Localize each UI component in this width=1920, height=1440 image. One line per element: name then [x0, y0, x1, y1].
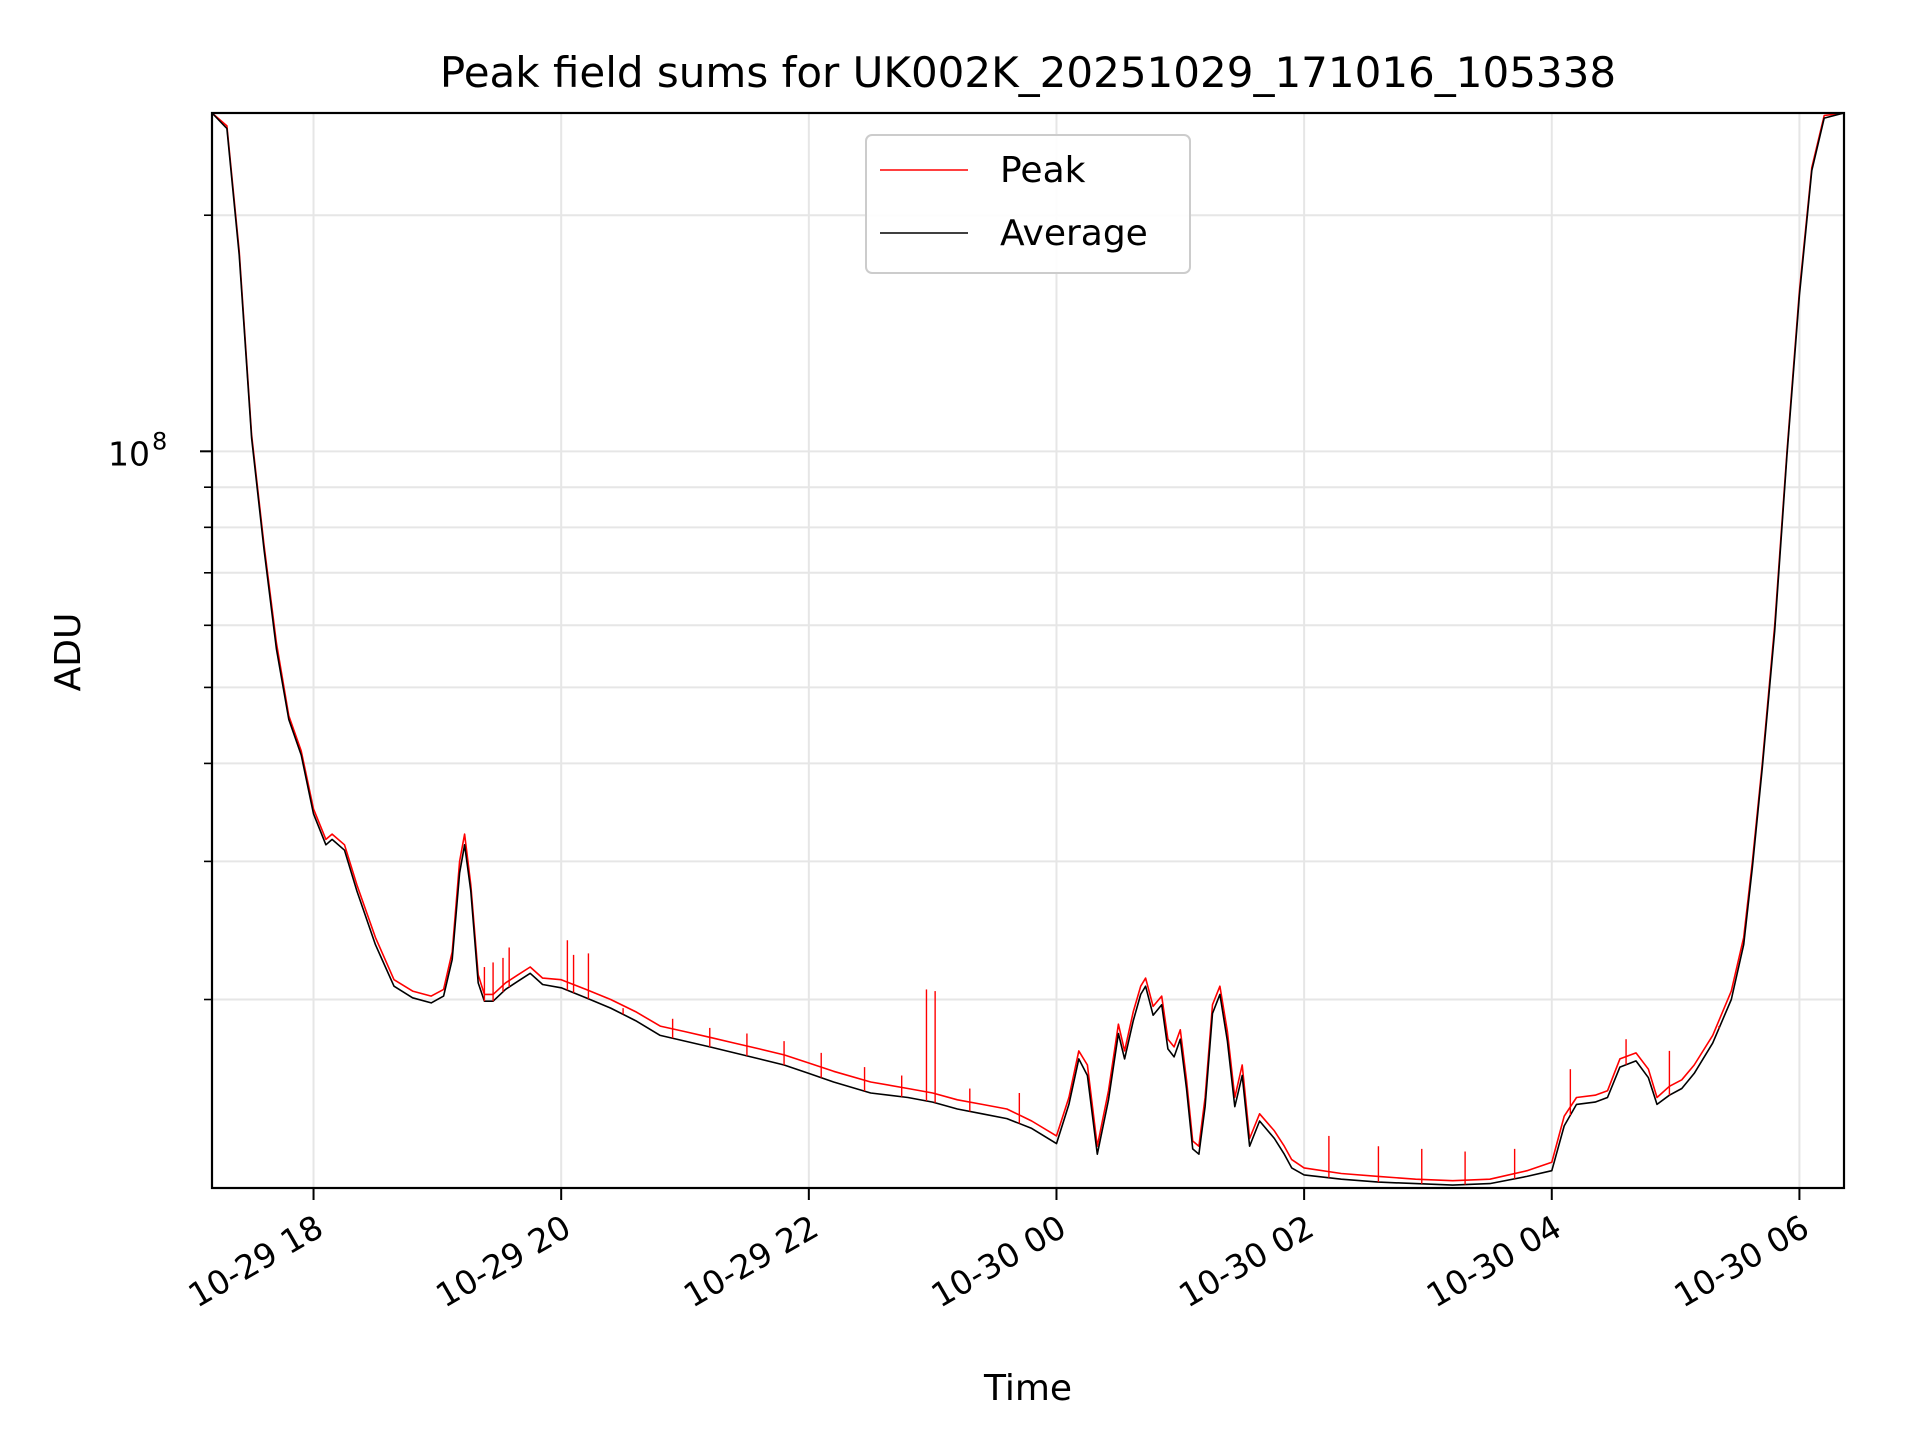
- y-axis-label: ADU: [48, 613, 89, 692]
- legend-label-average: Average: [1000, 213, 1148, 254]
- series-line-peak: [211, 112, 1845, 1182]
- grid: [212, 113, 1844, 1188]
- legend: Peak Average: [865, 134, 1191, 274]
- plot-frame: [210, 111, 1846, 1190]
- legend-label-peak: Peak: [1000, 150, 1086, 191]
- y-tick-label: 10: [108, 434, 150, 473]
- chart-title: Peak field sums for UK002K_20251029_1710…: [440, 48, 1616, 97]
- series-line-average: [211, 112, 1845, 1186]
- y-tick-exponent: 8: [152, 427, 167, 455]
- x-axis-label: Time: [983, 1368, 1072, 1409]
- plot-series: [211, 112, 1845, 1186]
